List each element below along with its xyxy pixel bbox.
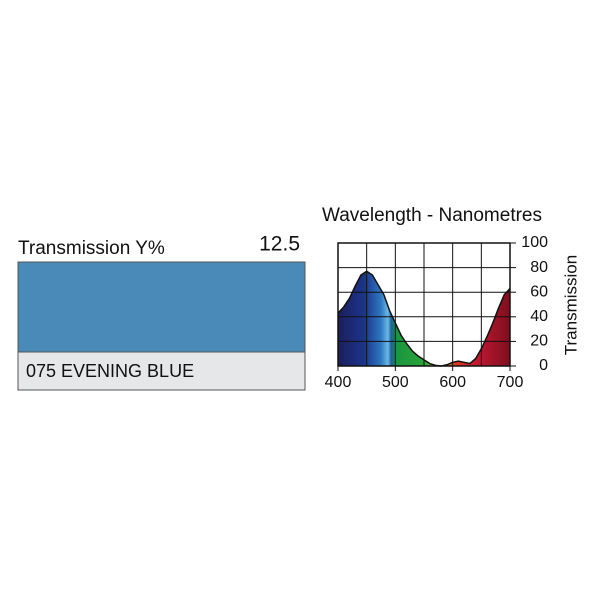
x-tick-label: 500 <box>382 374 409 391</box>
y-tick-label: 80 <box>530 259 548 276</box>
transmission-area <box>338 271 510 366</box>
x-tick-label: 600 <box>439 374 466 391</box>
chart: Wavelength - Nanometres Transmission 0 20… <box>322 205 580 391</box>
name-box <box>17 351 306 391</box>
transmission-value: 12.5 <box>259 233 300 256</box>
y-tick-label: 0 <box>539 357 548 374</box>
filter-name: 075 EVENING BLUE <box>26 361 194 381</box>
y-tick-label: 20 <box>530 333 548 350</box>
x-tick-label: 700 <box>497 374 524 391</box>
y-tick-label: 100 <box>521 234 548 251</box>
y-axis-label: Transmission <box>561 255 580 355</box>
plot-frame <box>337 242 511 367</box>
y-tick-label: 40 <box>530 308 548 325</box>
y-tick-label: 60 <box>530 283 548 300</box>
x-tick-label: 400 <box>325 374 352 391</box>
color-swatch <box>17 261 306 353</box>
transmission-label: Transmission Y% <box>18 238 165 259</box>
chart-title: Wavelength - Nanometres <box>322 205 542 226</box>
